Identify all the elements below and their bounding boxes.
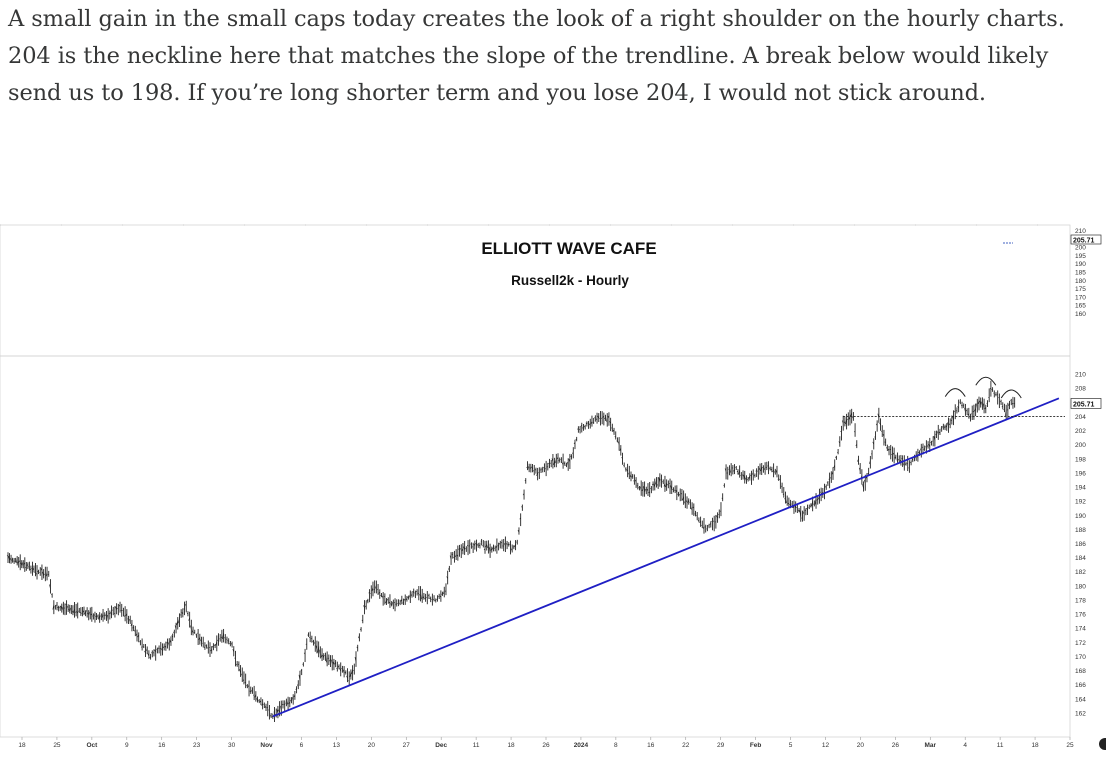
upper-axis-tick: 185 xyxy=(1075,270,1086,277)
x-tick-label: 16 xyxy=(158,742,166,749)
article-text: A small gain in the small caps today cre… xyxy=(8,0,1098,112)
x-tick-label: Nov xyxy=(260,742,273,749)
corner-marker xyxy=(1099,738,1106,750)
x-tick-label: 2024 xyxy=(574,742,589,749)
upper-axis-tick: 160 xyxy=(1075,311,1086,318)
upper-axis-tick: 175 xyxy=(1075,286,1086,293)
y-tick-label: 178 xyxy=(1075,597,1086,604)
x-tick-label: 8 xyxy=(614,742,618,749)
x-tick-label: Oct xyxy=(86,742,98,749)
x-tick-label: 20 xyxy=(368,742,376,749)
x-tick-label: 27 xyxy=(403,742,411,749)
x-tick-label: 11 xyxy=(473,742,480,749)
x-tick-label: 18 xyxy=(18,742,26,749)
chart-title: ELLIOTT WAVE CAFE xyxy=(481,239,656,258)
upper-axis-tick: 180 xyxy=(1075,278,1086,285)
chart-subtitle: Russell2k - Hourly xyxy=(511,273,629,288)
y-tick-label: 204 xyxy=(1075,414,1086,421)
y-tick-label: 192 xyxy=(1075,499,1086,506)
y-tick-label: 200 xyxy=(1075,442,1086,449)
y-tick-label: 196 xyxy=(1075,470,1086,477)
y-tick-label: 162 xyxy=(1075,710,1086,717)
y-tick-label: 198 xyxy=(1075,456,1086,463)
y-tick-label: 202 xyxy=(1075,428,1086,435)
upper-axis-tick: 165 xyxy=(1075,303,1086,310)
x-tick-label: 6 xyxy=(300,742,304,749)
x-tick-label: 13 xyxy=(333,742,341,749)
upper-axis-tick: 210 xyxy=(1075,228,1086,235)
x-tick-label: 5 xyxy=(789,742,793,749)
x-tick-label: 29 xyxy=(717,742,725,749)
x-tick-label: 18 xyxy=(507,742,515,749)
upper-axis-tick: 200 xyxy=(1075,245,1086,252)
y-tick-label: 190 xyxy=(1075,513,1086,520)
x-tick-label: 9 xyxy=(125,742,129,749)
x-tick-label: 25 xyxy=(53,742,61,749)
last-value-label: 205.71 xyxy=(1073,401,1095,408)
chart-image: ELLIOTT WAVE CAFE Russell2k - Hourly 210… xyxy=(0,222,1106,756)
y-tick-label: 184 xyxy=(1075,555,1086,562)
x-tick-label: 22 xyxy=(682,742,690,749)
y-tick-label: 172 xyxy=(1075,640,1086,647)
x-tick-label: 12 xyxy=(822,742,830,749)
x-tick-label: 23 xyxy=(193,742,201,749)
x-tick-label: Feb xyxy=(750,742,762,749)
x-tick-label: 30 xyxy=(228,742,236,749)
upper-axis-tick: 195 xyxy=(1075,253,1086,260)
x-tick-label: 11 xyxy=(997,742,1004,749)
upper-last-value: 205.71 xyxy=(1073,238,1095,245)
y-tick-label: 188 xyxy=(1075,527,1086,534)
y-tick-label: 166 xyxy=(1075,682,1086,689)
x-tick-label: 26 xyxy=(542,742,550,749)
price-chart: ELLIOTT WAVE CAFE Russell2k - Hourly 210… xyxy=(0,222,1106,756)
y-tick-label: 170 xyxy=(1075,654,1086,661)
x-tick-label: 26 xyxy=(892,742,900,749)
x-tick-label: 4 xyxy=(963,742,967,749)
upper-axis-tick: 170 xyxy=(1075,294,1086,301)
y-tick-label: 186 xyxy=(1075,541,1086,548)
x-tick-label: 25 xyxy=(1066,742,1074,749)
y-tick-label: 180 xyxy=(1075,583,1086,590)
y-tick-label: 210 xyxy=(1075,372,1086,379)
x-tick-label: Dec xyxy=(435,742,447,749)
y-tick-label: 182 xyxy=(1075,569,1086,576)
x-tick-label: 18 xyxy=(1031,742,1039,749)
y-tick-label: 164 xyxy=(1075,696,1086,703)
y-tick-label: 176 xyxy=(1075,612,1086,619)
upper-axis-tick: 190 xyxy=(1075,261,1086,268)
y-tick-label: 208 xyxy=(1075,386,1086,393)
y-tick-label: 174 xyxy=(1075,626,1086,633)
x-tick-label: 16 xyxy=(647,742,655,749)
y-tick-label: 194 xyxy=(1075,485,1086,492)
x-tick-label: Mar xyxy=(924,742,936,749)
y-tick-label: 168 xyxy=(1075,668,1086,675)
article-paragraph: A small gain in the small caps today cre… xyxy=(8,0,1098,112)
x-tick-label: 20 xyxy=(857,742,865,749)
